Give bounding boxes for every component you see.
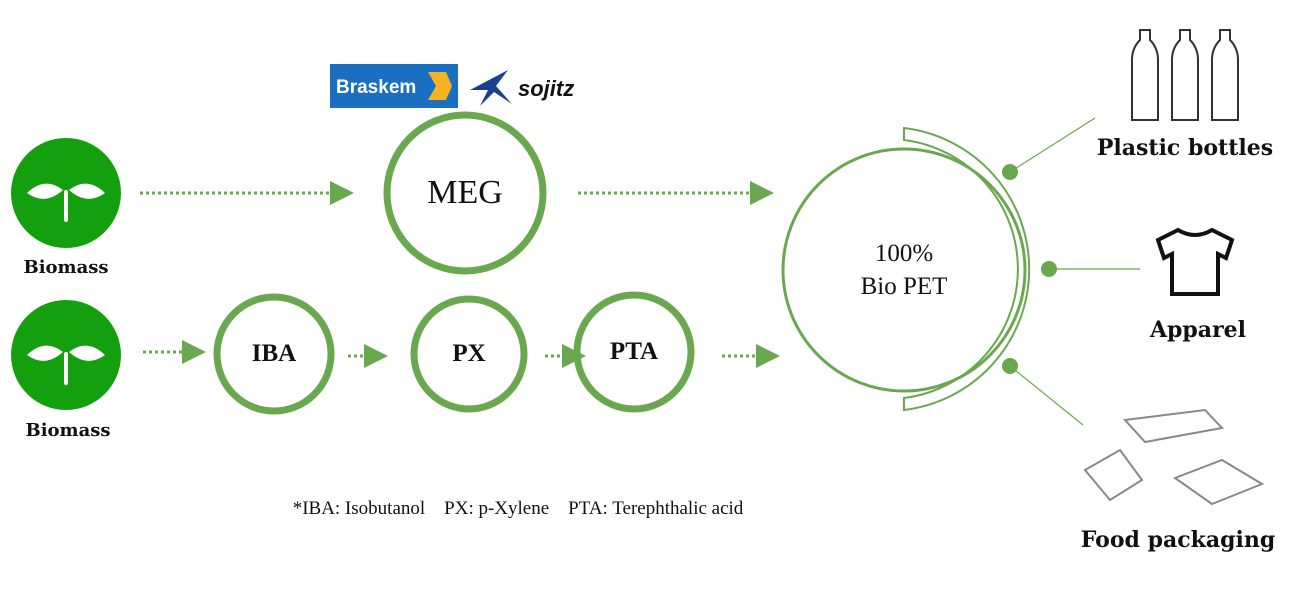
braskem-logo: Braskem (330, 64, 458, 108)
svg-text:Braskem: Braskem (336, 77, 416, 98)
sprout-icon (11, 138, 121, 248)
iba-node: IBA (251, 340, 297, 367)
flow-arrows (140, 181, 780, 368)
iba-ring (213, 293, 335, 415)
bio-pet-percent: 100% (874, 240, 934, 267)
tshirt-icon (1155, 227, 1235, 296)
meg-ring (383, 111, 547, 275)
bio-pet-label: Bio PET (860, 273, 948, 300)
application-label: Food packaging (1080, 527, 1276, 553)
application-label: Apparel (1149, 317, 1247, 343)
pta-ring (573, 291, 695, 413)
px-node: PX (452, 340, 486, 367)
food-container-icon (1083, 408, 1265, 506)
application-arc (903, 126, 1031, 412)
pta-node: PTA (609, 338, 659, 365)
biomass-label: Biomass (23, 257, 109, 278)
footnote: *IBA: Isobutanol PX: p-Xylene PTA: Terep… (292, 498, 744, 519)
biomass-label: Biomass (25, 420, 111, 441)
application-label: Plastic bottles (1096, 135, 1274, 161)
sojitz-logo: sojitz (470, 70, 574, 106)
svg-text:sojitz: sojitz (518, 76, 574, 101)
px-ring (410, 295, 528, 413)
bio-pet-ring (781, 147, 1027, 393)
bottles-icon (1131, 29, 1239, 121)
sprout-icon (11, 300, 121, 410)
meg-node: MEG (427, 174, 503, 211)
